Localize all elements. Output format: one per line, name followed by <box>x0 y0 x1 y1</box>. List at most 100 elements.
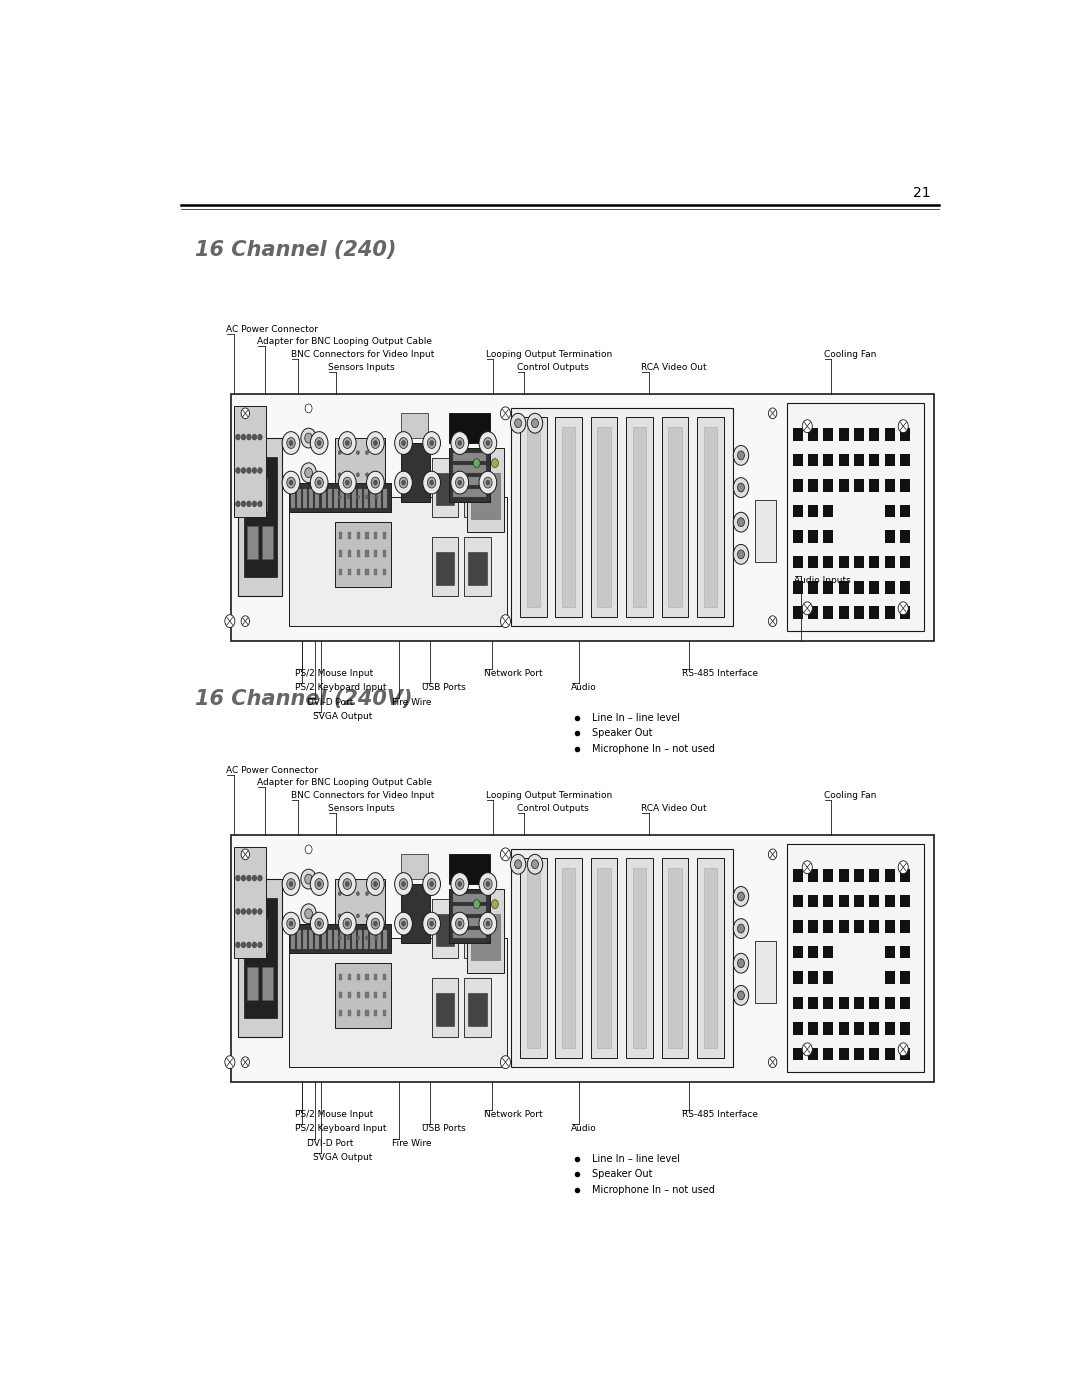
Circle shape <box>484 918 492 929</box>
Bar <box>808 1048 818 1060</box>
Bar <box>901 606 910 619</box>
Circle shape <box>402 481 405 485</box>
Circle shape <box>394 471 413 495</box>
Circle shape <box>252 468 257 474</box>
Bar <box>348 532 351 539</box>
Bar <box>808 427 818 440</box>
Circle shape <box>241 908 246 915</box>
Bar <box>454 918 486 926</box>
Bar <box>247 525 258 559</box>
Bar <box>633 427 646 608</box>
Text: Fire Wire: Fire Wire <box>392 1139 431 1148</box>
Bar <box>231 394 934 641</box>
Circle shape <box>225 615 234 627</box>
Bar <box>885 996 894 1009</box>
Bar <box>793 894 802 907</box>
Bar <box>839 454 849 467</box>
Bar <box>823 454 834 467</box>
Bar <box>793 946 802 958</box>
Circle shape <box>451 432 469 454</box>
Circle shape <box>374 921 377 926</box>
Circle shape <box>338 873 356 895</box>
Circle shape <box>372 879 380 890</box>
Circle shape <box>241 408 249 419</box>
Bar <box>901 971 910 983</box>
Circle shape <box>348 914 350 918</box>
Bar <box>234 847 267 958</box>
Bar <box>356 569 360 576</box>
Circle shape <box>338 451 341 454</box>
Circle shape <box>515 419 522 427</box>
Bar <box>901 504 910 517</box>
Circle shape <box>738 958 744 968</box>
Circle shape <box>252 942 257 949</box>
Circle shape <box>310 912 328 935</box>
Bar <box>839 1023 849 1035</box>
Circle shape <box>289 882 293 887</box>
Circle shape <box>458 921 461 926</box>
Circle shape <box>769 1056 777 1067</box>
Text: RCA Video Out: RCA Video Out <box>642 805 707 813</box>
Bar <box>755 942 777 1003</box>
Bar <box>289 923 391 953</box>
Circle shape <box>310 471 328 495</box>
Bar <box>839 1048 849 1060</box>
Circle shape <box>456 879 464 890</box>
Bar <box>823 894 834 907</box>
Circle shape <box>246 468 252 474</box>
Text: USB Ports: USB Ports <box>422 1125 465 1133</box>
Circle shape <box>235 502 240 507</box>
Circle shape <box>422 471 441 495</box>
Bar <box>808 606 818 619</box>
Bar <box>885 971 894 983</box>
Circle shape <box>428 879 436 890</box>
Bar <box>468 552 487 584</box>
Circle shape <box>375 495 378 499</box>
Circle shape <box>366 432 384 454</box>
Bar <box>808 504 818 517</box>
Bar <box>454 907 486 914</box>
Circle shape <box>366 912 384 935</box>
Bar <box>793 454 802 467</box>
Circle shape <box>480 432 497 454</box>
Circle shape <box>456 478 464 488</box>
Circle shape <box>338 914 341 918</box>
Circle shape <box>458 882 461 887</box>
Circle shape <box>531 419 539 427</box>
Bar <box>808 581 818 594</box>
Bar <box>432 978 458 1038</box>
Text: PS/2 Mouse Input: PS/2 Mouse Input <box>295 669 373 678</box>
Circle shape <box>451 471 469 495</box>
Bar <box>839 921 849 933</box>
Bar <box>339 532 342 539</box>
Bar <box>885 946 894 958</box>
Bar <box>823 479 834 492</box>
Bar <box>377 929 380 949</box>
Text: DVI-D Port: DVI-D Port <box>308 1139 354 1148</box>
Bar <box>432 458 458 517</box>
Circle shape <box>456 918 464 929</box>
Circle shape <box>375 472 378 476</box>
Bar <box>901 894 910 907</box>
Bar <box>454 930 486 937</box>
Circle shape <box>802 1044 812 1056</box>
Circle shape <box>346 921 349 926</box>
Bar <box>869 556 879 569</box>
Bar <box>359 489 362 509</box>
Bar <box>449 888 490 943</box>
Circle shape <box>451 873 469 895</box>
Bar <box>823 504 834 517</box>
Circle shape <box>458 440 461 446</box>
Circle shape <box>348 891 350 895</box>
Circle shape <box>338 912 356 935</box>
Bar <box>262 967 272 1000</box>
Bar <box>382 550 386 557</box>
Circle shape <box>366 873 384 895</box>
Bar <box>808 971 818 983</box>
Circle shape <box>246 434 252 440</box>
Text: RS-485 Interface: RS-485 Interface <box>681 669 757 678</box>
Bar <box>402 884 430 943</box>
Circle shape <box>343 879 351 890</box>
Bar <box>869 606 879 619</box>
Bar <box>303 489 307 509</box>
